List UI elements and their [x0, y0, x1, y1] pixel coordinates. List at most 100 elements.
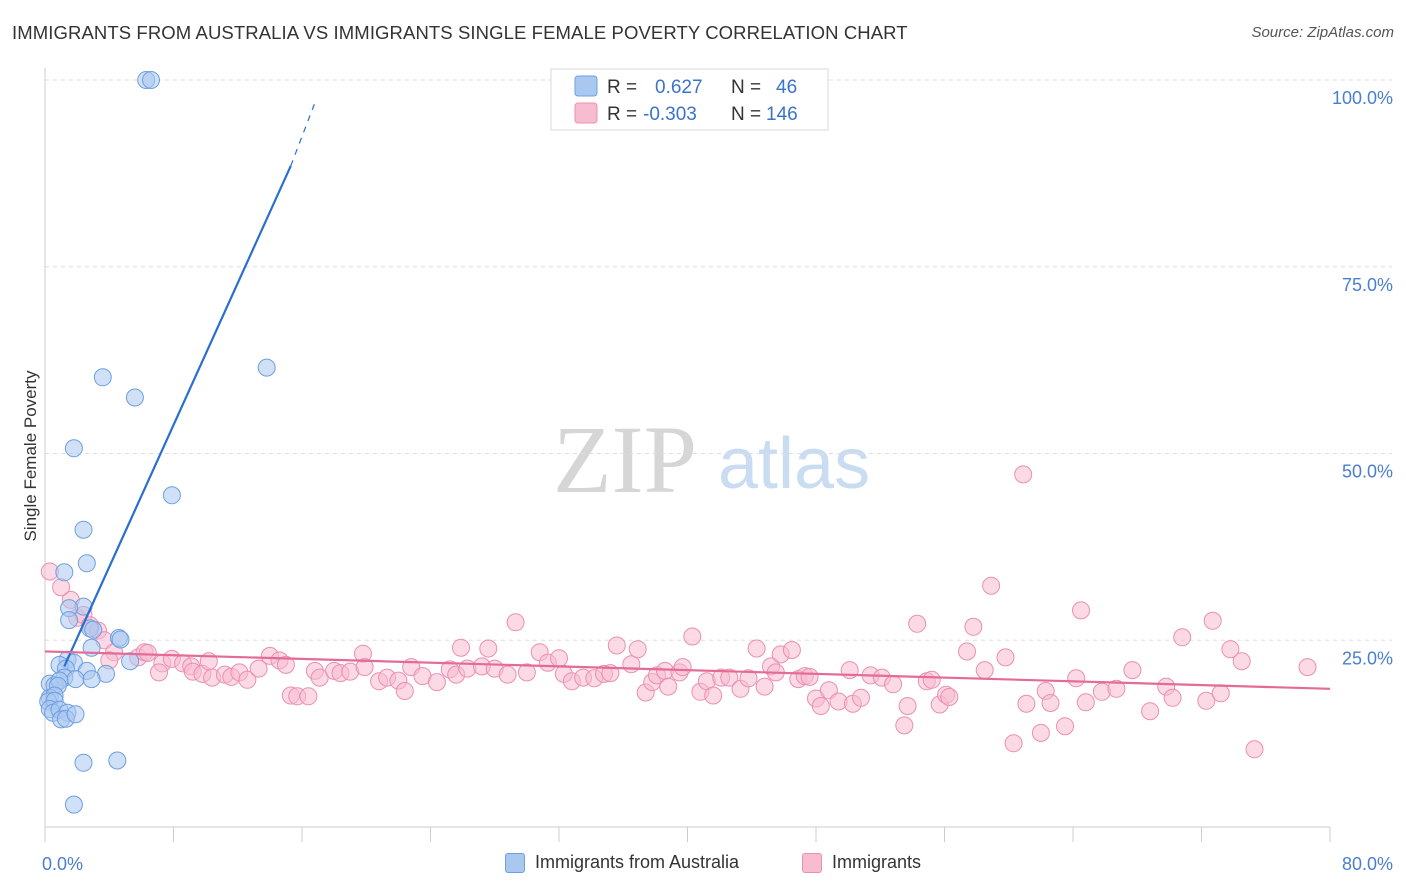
data-point-pink[interactable] [1014, 465, 1033, 484]
trend-lines [44, 98, 1331, 690]
data-point-pink[interactable] [940, 688, 959, 706]
data-point-pink[interactable] [895, 716, 914, 735]
data-point-blue[interactable] [84, 620, 103, 639]
data-point-pink[interactable] [996, 648, 1015, 667]
data-point-pink[interactable] [1203, 611, 1222, 630]
legend-item-immigrants-from-australia[interactable]: Immigrants from Australia [505, 852, 739, 873]
data-point-pink[interactable] [1163, 688, 1182, 707]
data-point-pink[interactable] [1197, 691, 1216, 710]
data-point-blue[interactable] [108, 751, 127, 770]
data-point-pink[interactable] [852, 688, 870, 707]
data-point-pink[interactable] [607, 636, 626, 655]
data-point-pink[interactable] [1072, 601, 1090, 620]
trend-line-extension-blue [290, 98, 318, 167]
data-point-pink[interactable] [1107, 679, 1126, 698]
data-point-pink[interactable] [982, 576, 1001, 595]
data-point-blue[interactable] [121, 652, 140, 671]
data-point-pink[interactable] [1141, 702, 1160, 721]
watermark-zip: ZIP [553, 406, 697, 513]
data-point-pink[interactable] [395, 682, 414, 700]
data-point-pink[interactable] [622, 655, 641, 674]
data-point-pink[interactable] [747, 639, 766, 658]
data-point-blue[interactable] [66, 705, 85, 724]
legend-n-value: 46 [776, 77, 797, 98]
data-point-blue[interactable] [60, 611, 79, 630]
y-tick-label: 50.0% [1342, 462, 1393, 482]
data-point-pink[interactable] [739, 669, 758, 688]
legend-label: Immigrants from Australia [535, 852, 740, 872]
data-point-blue[interactable] [162, 486, 181, 505]
data-point-pink[interactable] [704, 686, 723, 705]
data-point-pink[interactable] [1031, 723, 1050, 742]
data-point-blue[interactable] [125, 388, 144, 407]
trend-line-pink [44, 650, 1331, 690]
data-point-pink[interactable] [659, 677, 678, 696]
data-point-pink[interactable] [517, 663, 536, 682]
data-point-blue[interactable] [82, 670, 101, 689]
data-point-pink[interactable] [811, 697, 830, 715]
data-point-pink[interactable] [299, 687, 318, 706]
data-point-pink[interactable] [550, 649, 568, 668]
data-point-pink[interactable] [1076, 693, 1095, 712]
data-point-pink[interactable] [138, 643, 157, 662]
data-point-pink[interactable] [479, 639, 498, 658]
data-point-pink[interactable] [800, 667, 819, 686]
data-point-pink[interactable] [427, 673, 446, 692]
data-point-pink[interactable] [355, 658, 374, 677]
data-point-blue[interactable] [93, 368, 112, 387]
data-point-blue[interactable] [74, 520, 93, 539]
data-point-pink[interactable] [898, 697, 917, 715]
data-point-blue[interactable] [64, 795, 83, 814]
data-point-pink[interactable] [908, 614, 927, 633]
data-point-pink[interactable] [506, 613, 525, 632]
data-point-pink[interactable] [884, 675, 903, 694]
data-point-pink[interactable] [150, 663, 168, 682]
data-point-blue[interactable] [77, 554, 96, 573]
data-point-pink[interactable] [1056, 717, 1074, 736]
data-point-pink[interactable] [720, 668, 739, 687]
data-point-blue[interactable] [64, 439, 83, 458]
data-point-pink[interactable] [1041, 694, 1060, 712]
tick-labels: 25.0% 50.0% 75.0% 100.0% 0.0% 80.0% [42, 88, 1393, 874]
data-point-pink[interactable] [922, 670, 941, 689]
data-point-pink[interactable] [452, 638, 470, 657]
data-point-blue[interactable] [142, 71, 160, 89]
data-point-pink[interactable] [249, 659, 268, 678]
data-point-pink[interactable] [1092, 682, 1111, 701]
data-point-pink[interactable] [1221, 640, 1240, 659]
data-point-pink[interactable] [1123, 661, 1142, 680]
y-tick-label: 75.0% [1342, 275, 1393, 295]
data-point-pink[interactable] [628, 640, 647, 659]
data-point-pink[interactable] [964, 617, 983, 636]
data-point-pink[interactable] [276, 655, 295, 674]
legend-item-immigrants[interactable]: Immigrants [802, 852, 921, 873]
data-point-pink[interactable] [1298, 658, 1317, 677]
data-point-pink[interactable] [1211, 684, 1230, 703]
data-point-pink[interactable] [673, 658, 692, 677]
data-point-pink[interactable] [755, 677, 774, 696]
x-tick-label: 0.0% [42, 854, 83, 874]
data-point-pink[interactable] [975, 661, 994, 680]
data-point-blue[interactable] [74, 753, 93, 772]
source-credit: Source: ZipAtlas.com [1251, 24, 1394, 41]
data-point-pink[interactable] [1017, 694, 1036, 713]
y-axis-title: Single Female Poverty [21, 370, 40, 542]
data-point-pink[interactable] [1245, 740, 1264, 759]
data-point-pink[interactable] [1067, 669, 1086, 688]
data-point-blue[interactable] [55, 563, 74, 582]
data-point-pink[interactable] [683, 627, 702, 646]
data-point-pink[interactable] [1004, 734, 1023, 753]
data-point-pink[interactable] [782, 641, 801, 659]
data-point-blue[interactable] [257, 358, 276, 377]
data-point-blue[interactable] [66, 670, 85, 689]
data-point-pink[interactable] [1173, 628, 1192, 647]
series-immigrants-from-australia [39, 71, 276, 814]
data-point-pink[interactable] [498, 665, 517, 684]
data-point-pink[interactable] [52, 578, 71, 597]
y-tick-label: 100.0% [1332, 88, 1393, 108]
data-point-blue[interactable] [111, 630, 130, 649]
data-point-pink[interactable] [238, 670, 257, 689]
data-point-pink[interactable] [958, 642, 976, 661]
data-point-pink[interactable] [1232, 652, 1251, 671]
